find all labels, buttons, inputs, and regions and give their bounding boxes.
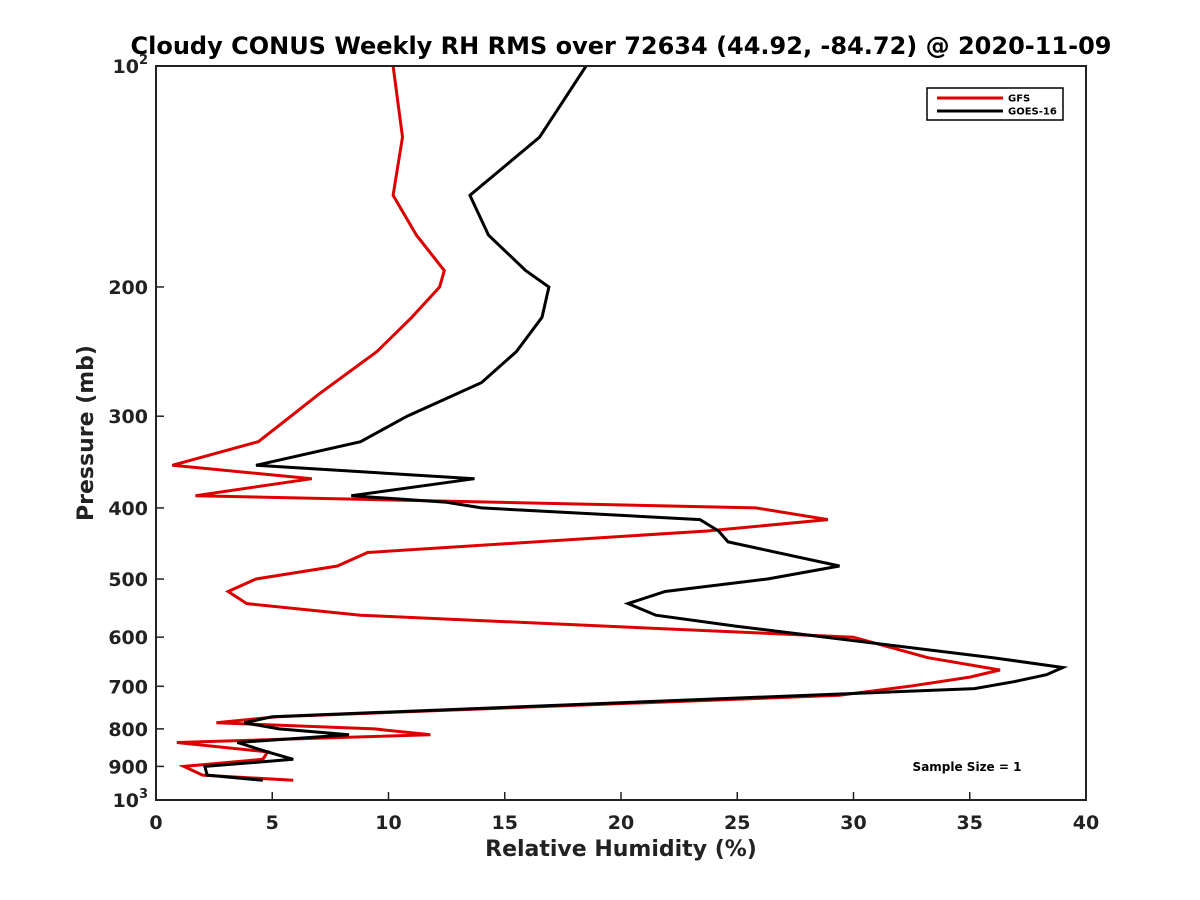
y-tick-label: 600	[108, 627, 148, 649]
x-axis-ticks: 0 5 10 15 20 25 30 35 40	[149, 792, 1099, 834]
x-axis-label: Relative Humidity (%)	[485, 837, 757, 862]
legend-label: GOES-16	[1008, 107, 1057, 118]
y-tick-label: 500	[108, 569, 148, 591]
y-tick-label: 900	[108, 756, 148, 778]
x-tick-label: 40	[1073, 812, 1099, 834]
series-layer	[171, 65, 1069, 782]
y-tick-label: 102	[113, 53, 149, 78]
y-tick-label: 700	[108, 676, 148, 698]
x-tick-label: 5	[266, 812, 279, 834]
legend-label: GFS	[1008, 94, 1030, 105]
x-tick-label: 35	[957, 812, 983, 834]
series-line-gfs	[171, 65, 1001, 782]
y-tick-label: 200	[108, 277, 148, 299]
x-tick-label: 20	[608, 812, 634, 834]
chart-title: Cloudy CONUS Weekly RH RMS over 72634 (4…	[131, 32, 1112, 60]
legend-box	[926, 87, 1064, 121]
y-tick-label: 400	[108, 498, 148, 520]
y-tick-label: 103	[113, 787, 149, 812]
x-tick-label: 0	[149, 812, 162, 834]
y-axis-label: Pressure (mb)	[74, 345, 99, 521]
series-line-goes-16	[202, 65, 1069, 782]
x-tick-label: 25	[724, 812, 750, 834]
x-tick-label: 10	[375, 812, 401, 834]
x-tick-label: 15	[492, 812, 518, 834]
legend: GFS GOES-16	[926, 87, 1064, 121]
y-tick-label: 300	[108, 406, 148, 428]
y-axis-ticks: 102 200 300 400 500 600 700 800 900 103	[108, 53, 164, 812]
x-tick-label: 30	[840, 812, 866, 834]
y-tick-label: 800	[108, 719, 148, 741]
sample-size-annotation: Sample Size = 1	[913, 760, 1022, 774]
